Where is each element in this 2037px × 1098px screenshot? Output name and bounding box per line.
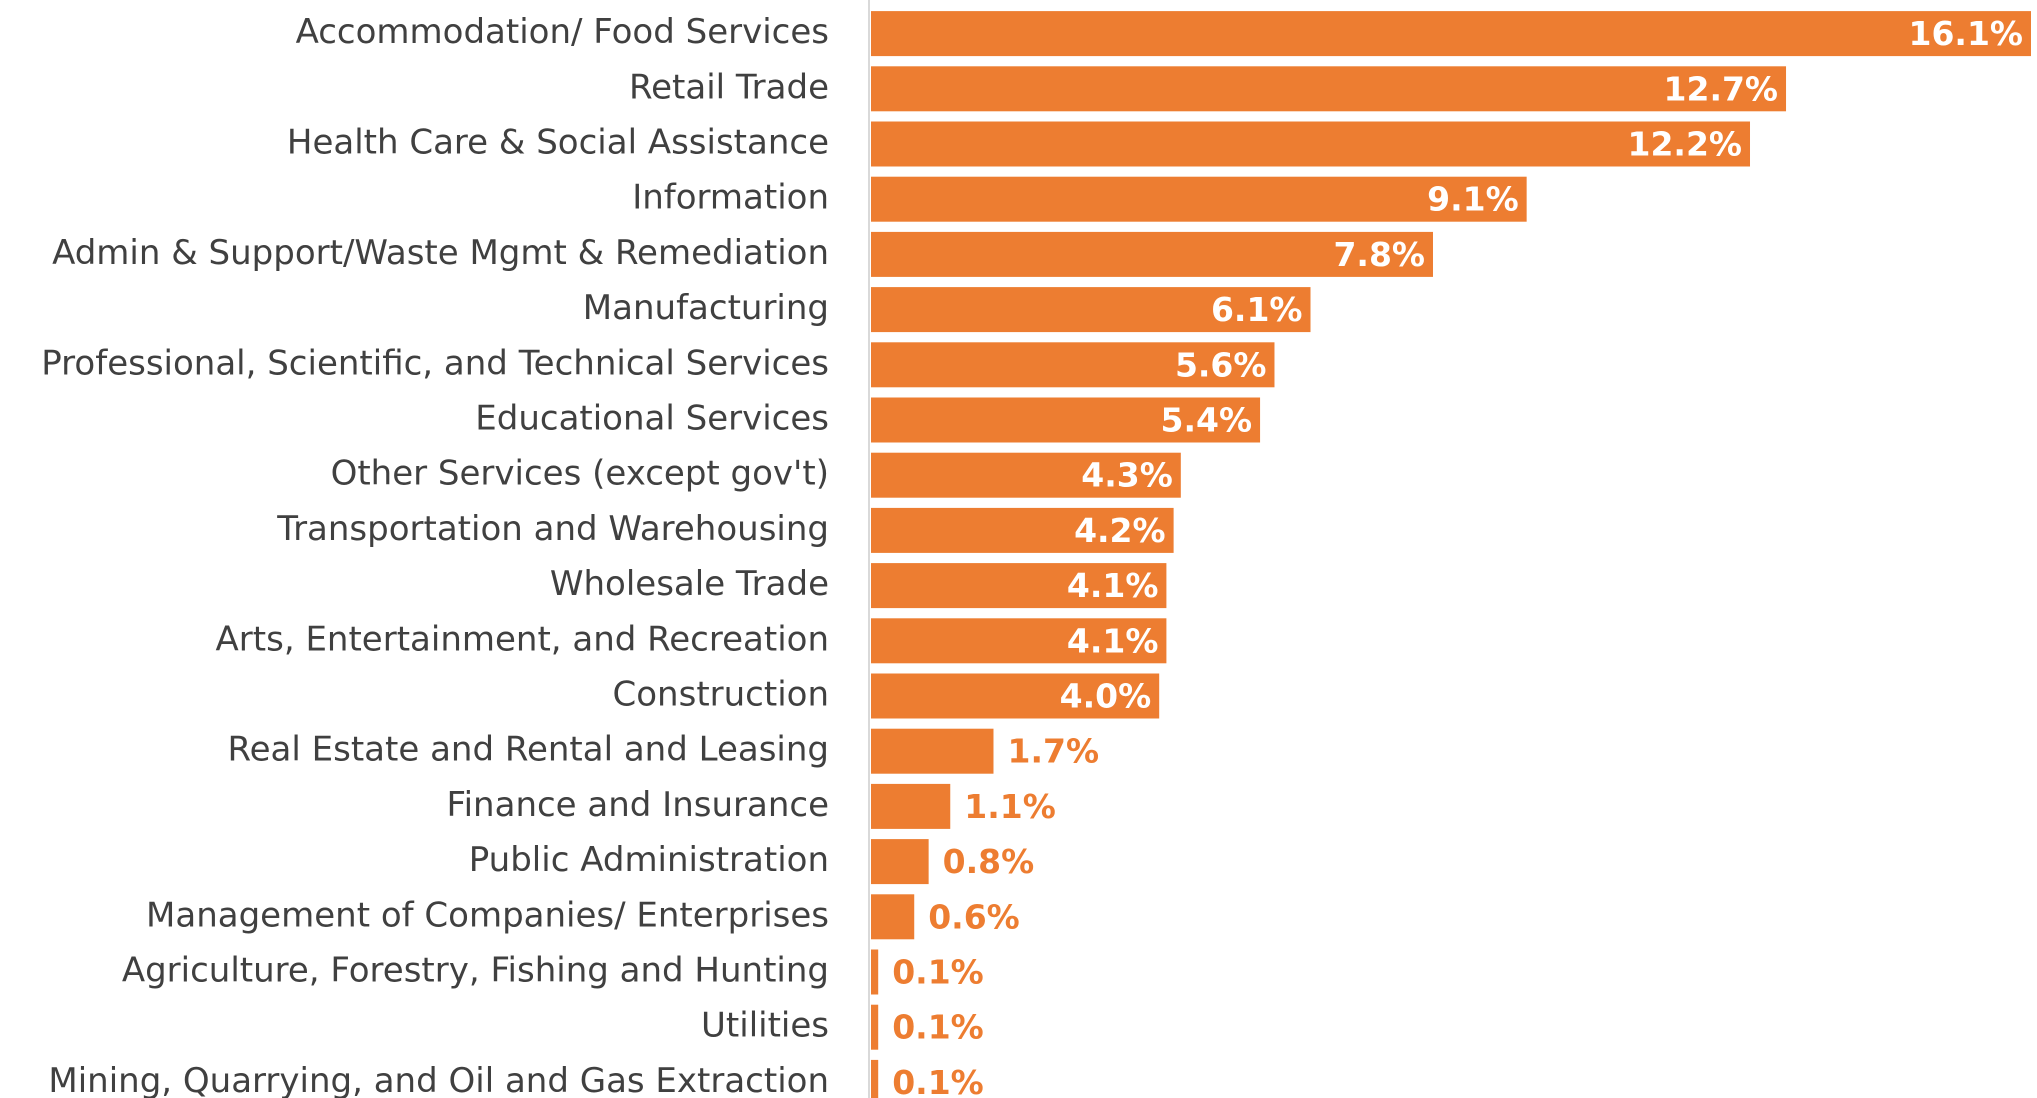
value-label: 0.8% — [943, 842, 1035, 881]
value-label: 4.1% — [1067, 566, 1159, 605]
bar — [871, 783, 951, 829]
bar — [871, 949, 879, 995]
category-label: Retail Trade — [629, 67, 829, 107]
category-label: Mining, Quarrying, and Oil and Gas Extra… — [48, 1061, 829, 1098]
bar — [871, 507, 1174, 553]
bar — [871, 397, 1261, 443]
bar — [871, 342, 1275, 388]
value-label: 4.2% — [1074, 511, 1166, 550]
value-label: 9.1% — [1427, 180, 1519, 219]
value-label: 0.1% — [892, 953, 984, 992]
value-label: 12.7% — [1664, 69, 1779, 108]
bar — [871, 839, 929, 885]
bar — [871, 287, 1311, 333]
value-label: 12.2% — [1628, 125, 1743, 164]
category-label: Admin & Support/Waste Mgmt & Remediation — [52, 233, 829, 273]
value-label: 0.1% — [892, 1063, 984, 1098]
value-label: 1.7% — [1007, 732, 1099, 771]
category-label: Finance and Insurance — [447, 785, 829, 825]
bar — [871, 121, 1751, 167]
category-label: Professional, Scientific, and Technical … — [41, 343, 829, 383]
category-label: Accommodation/ Food Services — [296, 12, 829, 52]
value-label: 4.1% — [1067, 621, 1159, 660]
category-label: Utilities — [701, 1006, 829, 1046]
category-label: Construction — [613, 675, 829, 715]
value-label: 0.1% — [892, 1008, 984, 1047]
category-label: Educational Services — [475, 399, 829, 439]
bar — [871, 563, 1167, 609]
bar — [871, 618, 1167, 664]
value-label: 7.8% — [1333, 235, 1425, 274]
value-label: 5.6% — [1175, 345, 1267, 384]
value-label: 0.6% — [928, 897, 1020, 936]
bar — [871, 1004, 879, 1050]
bar — [871, 66, 1787, 112]
bar — [871, 894, 915, 940]
category-label: Manufacturing — [583, 288, 829, 328]
value-label: 4.3% — [1081, 456, 1173, 495]
category-label: Real Estate and Rental and Leasing — [228, 730, 829, 770]
value-label: 16.1% — [1909, 14, 2024, 53]
category-label: Arts, Entertainment, and Recreation — [216, 619, 829, 659]
bar — [871, 1059, 879, 1098]
category-label: Information — [632, 178, 829, 218]
value-label: 6.1% — [1211, 290, 1303, 329]
category-label: Other Services (except gov't) — [331, 454, 829, 494]
category-label: Public Administration — [469, 840, 829, 880]
bar — [871, 728, 994, 774]
bar — [871, 673, 1160, 719]
bar — [871, 176, 1527, 222]
category-label: Health Care & Social Assistance — [287, 123, 829, 163]
value-label: 4.0% — [1060, 677, 1152, 716]
bar — [871, 11, 2031, 57]
category-label: Transportation and Warehousing — [276, 509, 829, 549]
value-label: 5.4% — [1161, 401, 1253, 440]
bar — [871, 231, 1433, 277]
category-label: Management of Companies/ Enterprises — [146, 895, 829, 935]
value-label: 1.1% — [964, 787, 1056, 826]
bar — [871, 452, 1181, 498]
category-label: Wholesale Trade — [550, 564, 829, 604]
category-label: Agriculture, Forestry, Fishing and Hunti… — [122, 951, 829, 991]
